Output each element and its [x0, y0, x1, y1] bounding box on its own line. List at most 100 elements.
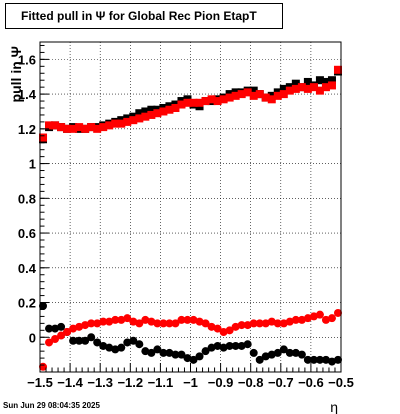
x-tick-label: −0.9 [208, 375, 234, 390]
data-point-circle [255, 319, 264, 328]
data-point-square [315, 86, 324, 95]
data-point-circle [273, 348, 282, 357]
y-tick-label: 0.4 [18, 261, 37, 276]
data-point-square [57, 123, 66, 132]
data-point-circle [333, 355, 342, 364]
data-point-square [315, 76, 324, 85]
data-point-circle [189, 315, 198, 324]
data-point-square [75, 123, 84, 132]
data-point-square [213, 97, 222, 106]
data-point-square [279, 84, 288, 93]
data-point-square [141, 112, 150, 121]
data-point-square [93, 124, 102, 133]
x-tick-label: −1.5 [27, 375, 53, 390]
data-point-circle [195, 317, 204, 326]
x-axis-label: η [330, 399, 338, 414]
data-point-circle [315, 355, 324, 364]
data-point-circle [177, 315, 186, 324]
data-point-square [225, 93, 234, 102]
data-point-circle [207, 322, 216, 331]
data-point-circle [321, 355, 330, 364]
data-point-circle [279, 319, 288, 328]
data-point-circle [327, 357, 336, 366]
y-tick-label: 0.6 [18, 226, 36, 241]
x-tick-label: −0.8 [238, 375, 264, 390]
x-tick-label: −0.6 [298, 375, 324, 390]
data-point-square [291, 79, 300, 88]
data-point-circle [81, 336, 90, 345]
data-point-circle [291, 315, 300, 324]
data-point-square [327, 76, 336, 85]
data-point-circle [231, 322, 240, 331]
y-axis-label: pull in Ψ [8, 46, 24, 102]
data-point-circle [243, 321, 252, 330]
data-point-square [189, 98, 198, 107]
data-point-circle [147, 348, 156, 357]
data-point-circle [117, 343, 126, 352]
data-point-circle [177, 350, 186, 359]
x-tick-label: −0.7 [268, 375, 294, 390]
data-point-square [105, 121, 114, 130]
data-point-square [249, 86, 258, 95]
data-point-square [165, 105, 174, 114]
data-point-square [87, 123, 96, 132]
data-point-circle [117, 315, 126, 324]
y-tick-label: 1.4 [18, 87, 37, 102]
data-point-circle [93, 319, 102, 328]
data-point-circle [45, 338, 54, 347]
data-point-circle [225, 341, 234, 350]
data-point-circle [219, 328, 228, 337]
data-point-square [291, 84, 300, 93]
data-point-circle [309, 312, 318, 321]
data-point-square [243, 88, 252, 97]
data-point-circle [243, 340, 252, 349]
data-point-circle [273, 319, 282, 328]
data-point-square [63, 124, 72, 133]
data-point-circle [141, 315, 150, 324]
data-point-square [231, 91, 240, 100]
title-box: Fitted pull in Ψ for Global Rec Pion Eta… [5, 3, 283, 29]
data-point-square [273, 91, 282, 100]
data-point-circle [57, 322, 66, 331]
data-point-circle [171, 350, 180, 359]
data-point-circle [267, 350, 276, 359]
data-point-square [309, 83, 318, 92]
data-point-square [237, 90, 246, 99]
data-point-circle [99, 341, 108, 350]
y-tick-label: 1.6 [18, 52, 36, 67]
data-point-square [279, 90, 288, 99]
data-point-circle [81, 321, 90, 330]
data-point-circle [231, 341, 240, 350]
data-point-square [159, 107, 168, 116]
data-point-circle [201, 347, 210, 356]
data-point-circle [321, 315, 330, 324]
y-tick-label: 0.8 [18, 191, 36, 206]
data-point-circle [135, 340, 144, 349]
data-point-circle [135, 319, 144, 328]
data-point-circle [75, 322, 84, 331]
data-point-circle [309, 355, 318, 364]
data-point-circle [165, 319, 174, 328]
data-point-circle [285, 348, 294, 357]
data-point-square [183, 98, 192, 107]
data-point-circle [333, 308, 342, 317]
data-point-square [267, 95, 276, 104]
data-point-circle [219, 343, 228, 352]
data-point-circle [45, 324, 54, 333]
data-point-square [249, 91, 258, 100]
data-point-circle [303, 355, 312, 364]
data-point-circle [291, 348, 300, 357]
data-point-square [201, 97, 210, 106]
data-point-square [303, 84, 312, 93]
data-point-circle [249, 348, 258, 357]
data-point-circle [249, 319, 258, 328]
data-point-square [219, 95, 228, 104]
data-point-square [141, 107, 150, 116]
data-point-circle [63, 328, 72, 337]
data-point-square [327, 81, 336, 90]
data-point-circle [183, 354, 192, 363]
data-point-circle [195, 352, 204, 361]
data-point-circle [129, 336, 138, 345]
data-point-circle [147, 317, 156, 326]
